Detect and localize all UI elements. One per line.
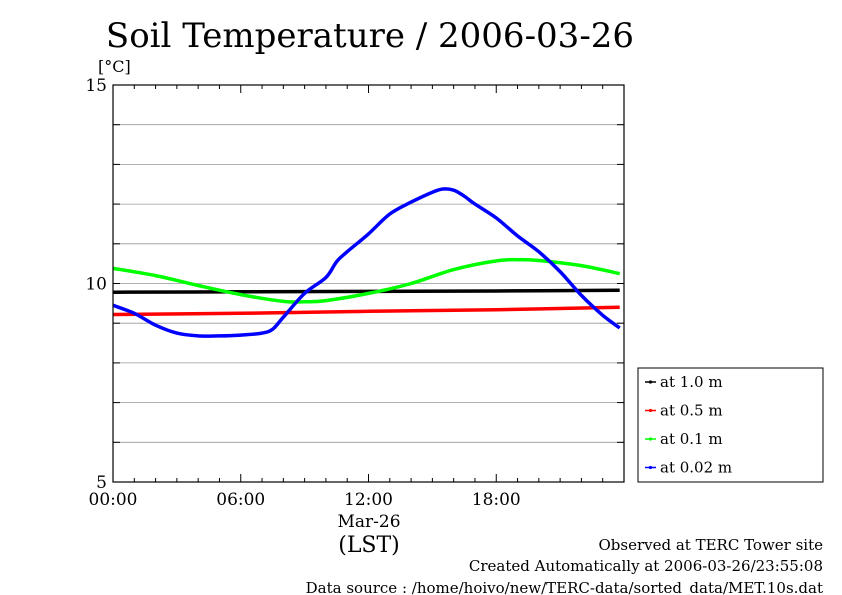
chart-title: Soil Temperature / 2006-03-26 bbox=[106, 16, 634, 56]
footer-source: Data source : /home/hoivo/new/TERC-data/… bbox=[306, 579, 823, 595]
x-tick-label: 12:00 bbox=[344, 490, 393, 510]
footer-observed: Observed at TERC Tower site bbox=[598, 536, 823, 554]
legend-box bbox=[637, 367, 824, 483]
legend-marker bbox=[648, 408, 653, 413]
y-tick-label: 15 bbox=[85, 76, 107, 96]
x-tick-label: 18:00 bbox=[472, 490, 521, 510]
legend-marker bbox=[648, 437, 653, 441]
legend-label: at 0.1 m bbox=[660, 430, 723, 448]
y-tick-labels: 5 10 15 bbox=[85, 76, 624, 493]
legend-label: at 0.5 m bbox=[660, 402, 723, 420]
grid-lines bbox=[113, 124, 624, 443]
series-line bbox=[112, 288, 620, 294]
y-tick-label: 10 bbox=[85, 275, 107, 295]
footer-created: Created Automatically at 2006-03-26/23:5… bbox=[469, 557, 823, 575]
x-tick-labels: 00:00 06:00 12:00 18:00 bbox=[89, 85, 625, 510]
legend-marker bbox=[648, 380, 653, 384]
x-tick-label: 06:00 bbox=[216, 490, 265, 510]
series-line bbox=[112, 257, 621, 304]
series-line bbox=[112, 187, 621, 338]
x-axis-label: (LST) bbox=[338, 533, 400, 558]
legend: at 1.0 m at 0.5 m at 0.1 m at 0.02 m bbox=[637, 367, 824, 483]
y-tick-label: 5 bbox=[96, 473, 107, 493]
legend-label: at 0.02 m bbox=[660, 459, 732, 477]
series-line bbox=[112, 305, 620, 317]
x-tick-label: 00:00 bbox=[89, 490, 138, 510]
series-lines bbox=[112, 187, 621, 338]
legend-marker bbox=[648, 465, 653, 470]
x-axis-date-label: Mar-26 bbox=[337, 512, 400, 532]
y-axis-unit-label: [°C] bbox=[98, 57, 131, 76]
legend-label: at 1.0 m bbox=[660, 373, 723, 391]
